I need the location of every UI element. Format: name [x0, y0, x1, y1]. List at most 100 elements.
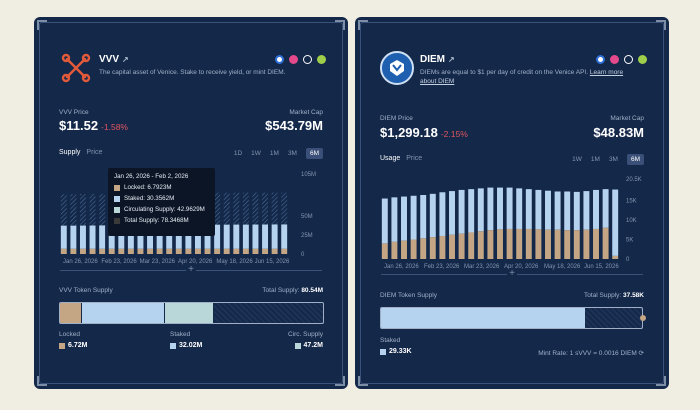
bar-group[interactable]	[468, 189, 475, 259]
bar-staked	[391, 197, 398, 242]
y-tick-label: 0	[626, 257, 630, 263]
bar-group[interactable]	[593, 189, 599, 259]
bar-group[interactable]	[477, 188, 484, 259]
bar-group[interactable]	[271, 192, 278, 254]
dex-icon[interactable]	[638, 55, 647, 64]
bar-group[interactable]	[602, 189, 609, 259]
bar-group[interactable]	[99, 193, 106, 254]
bar-group[interactable]	[242, 192, 249, 254]
bar-staked	[401, 196, 407, 241]
bar-circulating	[70, 194, 77, 226]
x-tick-label: Apr 20, 2026	[504, 264, 539, 270]
bar-group[interactable]	[410, 195, 417, 259]
bar-staked	[410, 195, 417, 240]
bar-locked	[108, 248, 115, 254]
supply-bar-handle[interactable]	[640, 315, 646, 321]
staked-swatch	[114, 195, 120, 202]
learn-more-link[interactable]: Learn more about DIEM	[420, 69, 624, 85]
frame-corner	[37, 20, 47, 30]
bar-group[interactable]	[573, 191, 580, 259]
segment-circ	[164, 303, 215, 323]
bar-group[interactable]	[381, 198, 388, 259]
bar-group[interactable]	[497, 187, 503, 259]
bar-group[interactable]	[554, 191, 561, 259]
bar-group[interactable]	[458, 189, 465, 259]
bar-group[interactable]	[233, 192, 240, 254]
range-1m[interactable]: 1M	[269, 150, 279, 157]
bar-group[interactable]	[439, 192, 446, 259]
bar-group[interactable]	[506, 187, 513, 259]
chart-tooltip: Jan 26, 2026 - Feb 2, 2026 Locked: 6.792…	[108, 168, 215, 236]
external-link-icon[interactable]: ↗	[122, 55, 129, 64]
bar-staked	[593, 189, 599, 229]
bar-staked	[439, 192, 446, 236]
bar-group[interactable]	[223, 192, 230, 254]
bar-group[interactable]	[525, 189, 532, 259]
bar-group[interactable]	[401, 196, 407, 259]
coingecko-icon[interactable]	[275, 55, 284, 64]
coingecko-icon[interactable]	[596, 55, 605, 64]
bar-locked	[449, 234, 455, 259]
bar-group[interactable]	[420, 195, 427, 259]
price-label: DIEM Price	[380, 115, 413, 122]
divider-cross-icon: +	[507, 269, 517, 279]
explorer-icon[interactable]	[624, 55, 633, 64]
range-6m[interactable]: 6M	[626, 154, 644, 165]
bar-group[interactable]	[70, 194, 77, 254]
frame-corner	[358, 20, 368, 30]
bar-group[interactable]	[535, 189, 542, 259]
bar-locked	[166, 248, 173, 254]
bar-group[interactable]	[583, 191, 590, 259]
tab-usage[interactable]: Usage	[380, 155, 401, 162]
bar-group[interactable]	[391, 197, 398, 259]
bar-group[interactable]	[429, 193, 436, 259]
bar-group[interactable]	[487, 187, 494, 259]
bar-group[interactable]	[60, 194, 67, 254]
bar-group[interactable]	[564, 191, 571, 259]
legend-circ-label: Circ. Supply	[287, 331, 323, 338]
refresh-icon[interactable]: ⟳	[638, 350, 644, 357]
bar-staked	[262, 224, 269, 249]
bar-locked	[439, 235, 446, 259]
tab-price[interactable]: Price	[406, 155, 423, 162]
range-1w[interactable]: 1W	[251, 150, 261, 157]
bar-group[interactable]	[214, 192, 221, 254]
y-tick-label: 25M	[301, 233, 313, 239]
bar-staked	[506, 187, 513, 229]
range-1m[interactable]: 1M	[590, 156, 600, 163]
explorer-icon[interactable]	[303, 55, 312, 64]
bar-staked	[137, 225, 144, 249]
bar-circulating	[223, 192, 230, 225]
bar-group[interactable]	[516, 188, 523, 259]
diem-usage-chart[interactable]: 20.5K 15K 10K 5K 0 Jan 26, 2026 Feb 23, 2026 Ma…	[380, 174, 645, 274]
bar-circulating	[89, 193, 96, 226]
bar-group[interactable]	[252, 192, 259, 254]
x-tick-label: Jun 15, 2026	[255, 259, 290, 265]
bar-group[interactable]	[612, 189, 619, 259]
frame-corner	[358, 376, 368, 386]
bar-group[interactable]	[545, 190, 551, 259]
bar-circulating	[242, 192, 249, 225]
dex-icon[interactable]	[317, 55, 326, 64]
bar-group[interactable]	[449, 191, 455, 259]
range-3m[interactable]: 3M	[608, 156, 618, 163]
bar-circulating	[99, 193, 106, 226]
range-1d[interactable]: 1D	[233, 150, 243, 157]
range-3m[interactable]: 3M	[287, 150, 297, 157]
exchange-icon[interactable]	[289, 55, 298, 64]
y-tick-label: 105M	[301, 172, 316, 178]
bar-locked	[612, 255, 619, 259]
bar-locked	[214, 248, 221, 254]
range-6m[interactable]: 6M	[305, 148, 323, 159]
bar-locked	[564, 230, 571, 259]
tab-price[interactable]: Price	[86, 149, 103, 156]
bar-group[interactable]	[281, 192, 288, 254]
tab-supply[interactable]: Supply	[59, 149, 81, 156]
exchange-icon[interactable]	[610, 55, 619, 64]
bar-group[interactable]	[262, 192, 269, 254]
bar-group[interactable]	[79, 194, 86, 254]
range-1w[interactable]: 1W	[572, 156, 582, 163]
bar-group[interactable]	[89, 193, 96, 254]
external-link-icon[interactable]: ↗	[448, 55, 455, 64]
bar-circulating	[262, 192, 269, 225]
